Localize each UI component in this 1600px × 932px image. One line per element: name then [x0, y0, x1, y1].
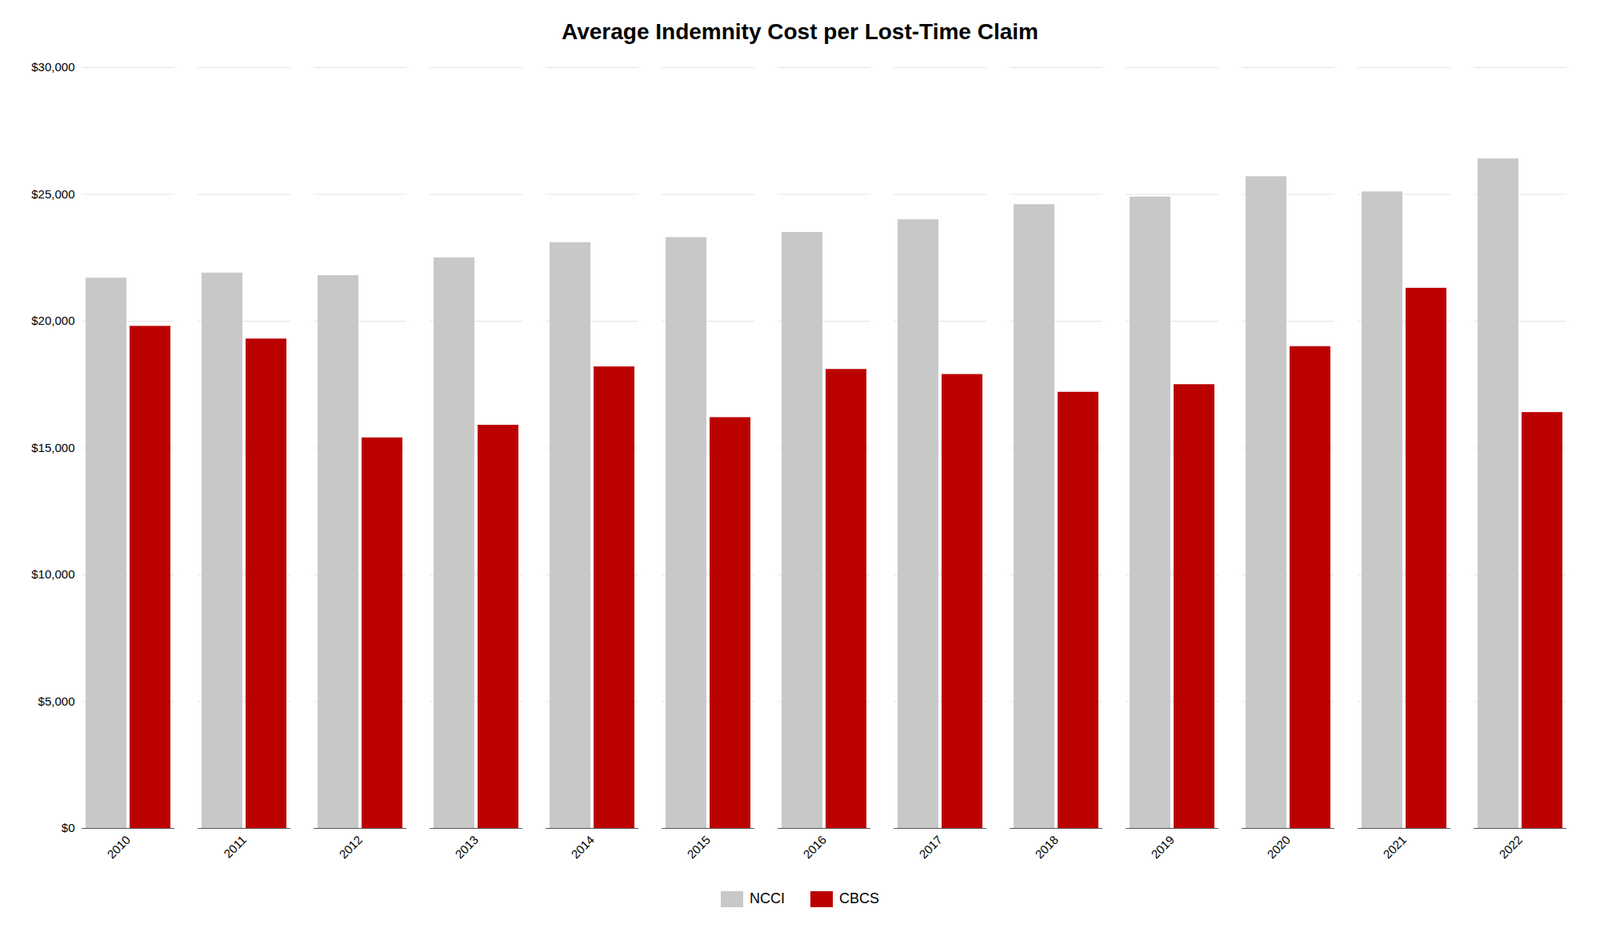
svg-text:2018: 2018 [1032, 832, 1061, 862]
svg-text:2020: 2020 [1264, 832, 1293, 862]
svg-text:2021: 2021 [1380, 832, 1409, 862]
svg-text:2022: 2022 [1496, 832, 1525, 862]
svg-text:2019: 2019 [1148, 832, 1177, 862]
svg-text:$0: $0 [61, 820, 76, 835]
svg-text:2012: 2012 [336, 832, 365, 862]
html-text:Average Indemnity Cost per Los: Average Indemnity Cost per Lost-Time Cla… [561, 19, 1039, 44]
svg-text:$5,000: $5,000 [38, 694, 76, 708]
svg-text:2016: 2016 [800, 832, 829, 862]
svg-text:2014: 2014 [568, 832, 597, 862]
svg-text:$10,000: $10,000 [31, 567, 75, 581]
svg-text:$30,000: $30,000 [31, 60, 75, 74]
html-text:NCCI: NCCI [749, 890, 785, 907]
svg-text:2015: 2015 [684, 832, 713, 862]
svg-text:2013: 2013 [452, 832, 481, 862]
html-text:CBCS: CBCS [839, 890, 880, 907]
svg-text:2011: 2011 [220, 832, 249, 861]
svg-text:$20,000: $20,000 [31, 313, 75, 328]
svg-text:2010: 2010 [104, 832, 133, 862]
svg-text:$15,000: $15,000 [31, 440, 75, 455]
svg-text:2017: 2017 [916, 832, 945, 862]
svg-text:$25,000: $25,000 [31, 187, 75, 201]
